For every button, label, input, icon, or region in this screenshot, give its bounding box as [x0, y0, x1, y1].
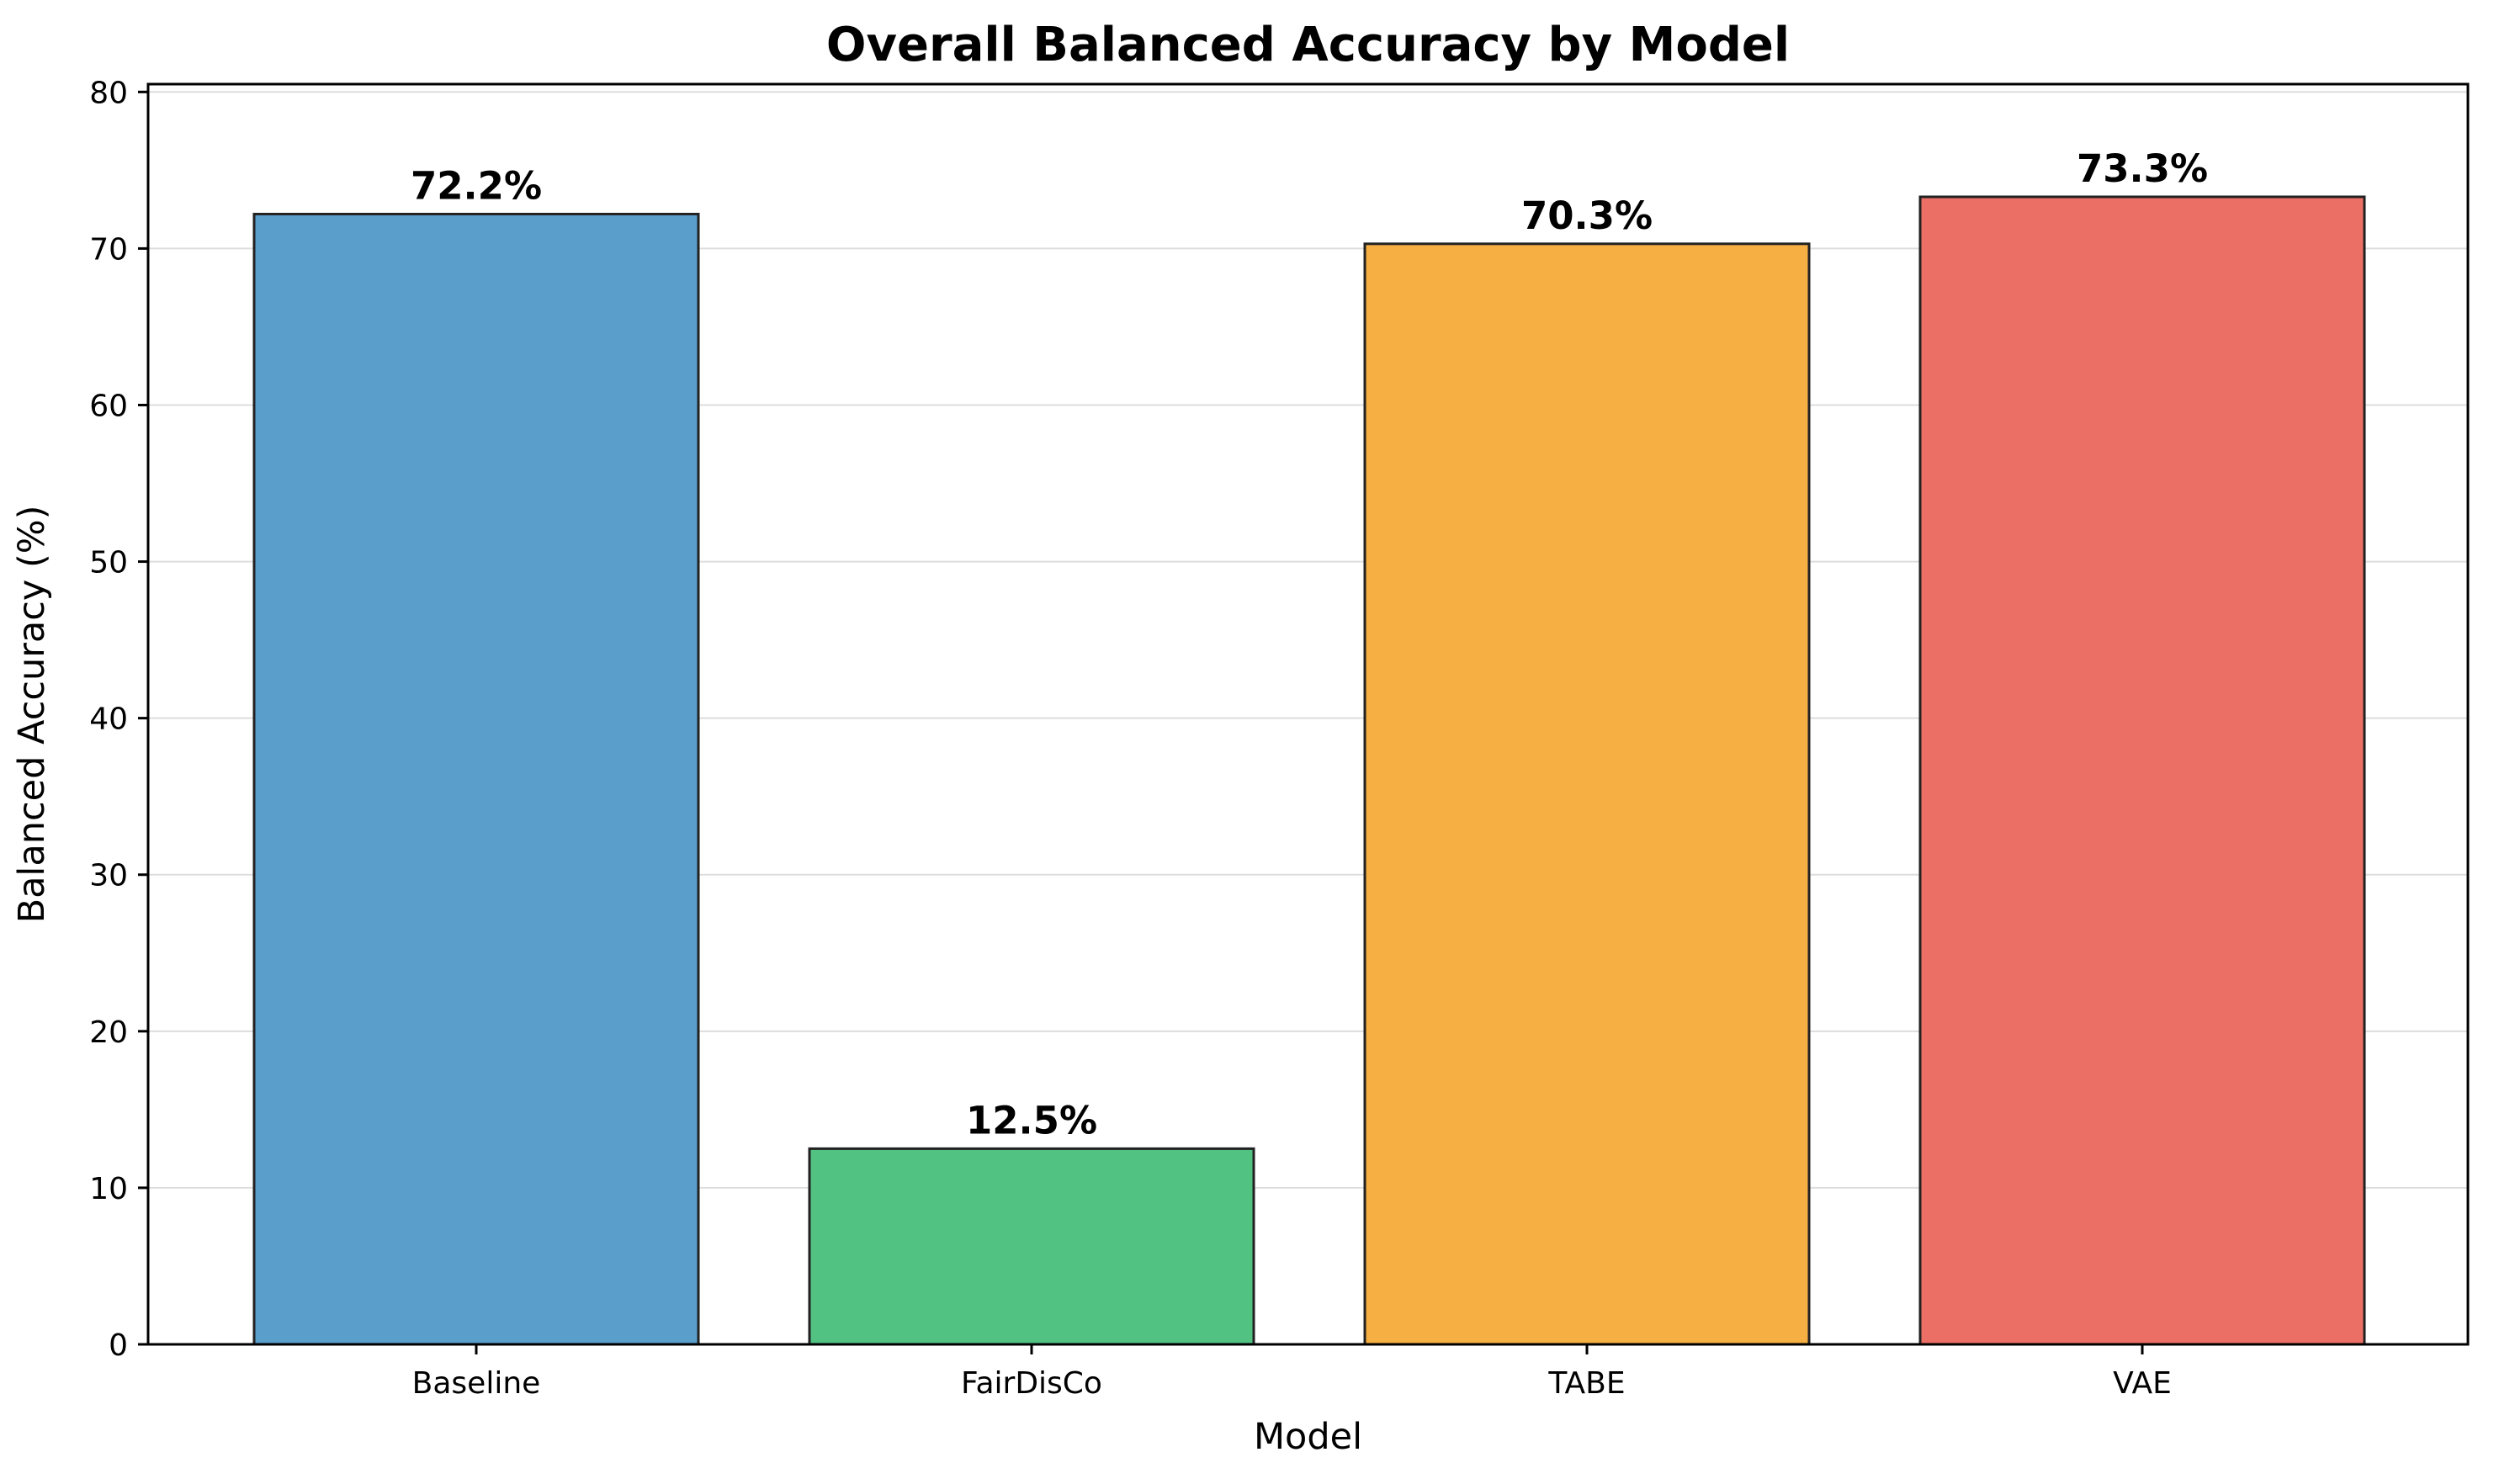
plot-frame — [146, 82, 2470, 1346]
x-tick-label-tabe: TABE — [1547, 1366, 1625, 1401]
x-tick-label-baseline: Baseline — [412, 1366, 541, 1401]
y-axis-ticks: 0 10 20 30 40 50 60 70 80 — [89, 76, 148, 1363]
y-tick-label: 50 — [89, 546, 128, 580]
y-tick-label: 80 — [89, 76, 128, 110]
x-tick-label-vae: VAE — [2113, 1366, 2172, 1401]
y-axis-label: Balanced Accuracy (%) — [11, 506, 53, 924]
bar-vae — [1918, 195, 2366, 1346]
x-axis-ticks: Baseline FairDisCo TABE VAE — [412, 1344, 2172, 1401]
bars — [252, 195, 2366, 1346]
bar-tabe — [1363, 242, 1811, 1346]
y-tick-label: 40 — [89, 702, 128, 737]
bar-baseline — [252, 212, 700, 1346]
y-tick-label: 60 — [89, 389, 128, 423]
y-tick-label: 10 — [89, 1172, 128, 1206]
x-axis-label: Model — [1254, 1416, 1362, 1458]
y-tick-label: 30 — [89, 859, 128, 893]
x-tick-label-fairdisco: FairDisCo — [961, 1366, 1102, 1401]
data-label-vae: 73.3% — [2077, 146, 2208, 191]
y-tick-label: 20 — [89, 1015, 128, 1050]
data-label-baseline: 72.2% — [411, 163, 542, 208]
y-tick-label: 70 — [89, 232, 128, 267]
bar-fairdisco — [808, 1147, 1255, 1346]
value-labels: 72.2% 12.5% 70.3% 73.3% — [411, 146, 2208, 1142]
y-tick-label: 0 — [109, 1328, 128, 1363]
data-label-tabe: 70.3% — [1521, 193, 1653, 238]
chart-title: Overall Balanced Accuracy by Model — [826, 18, 1790, 72]
data-label-fairdisco: 12.5% — [966, 1098, 1097, 1142]
